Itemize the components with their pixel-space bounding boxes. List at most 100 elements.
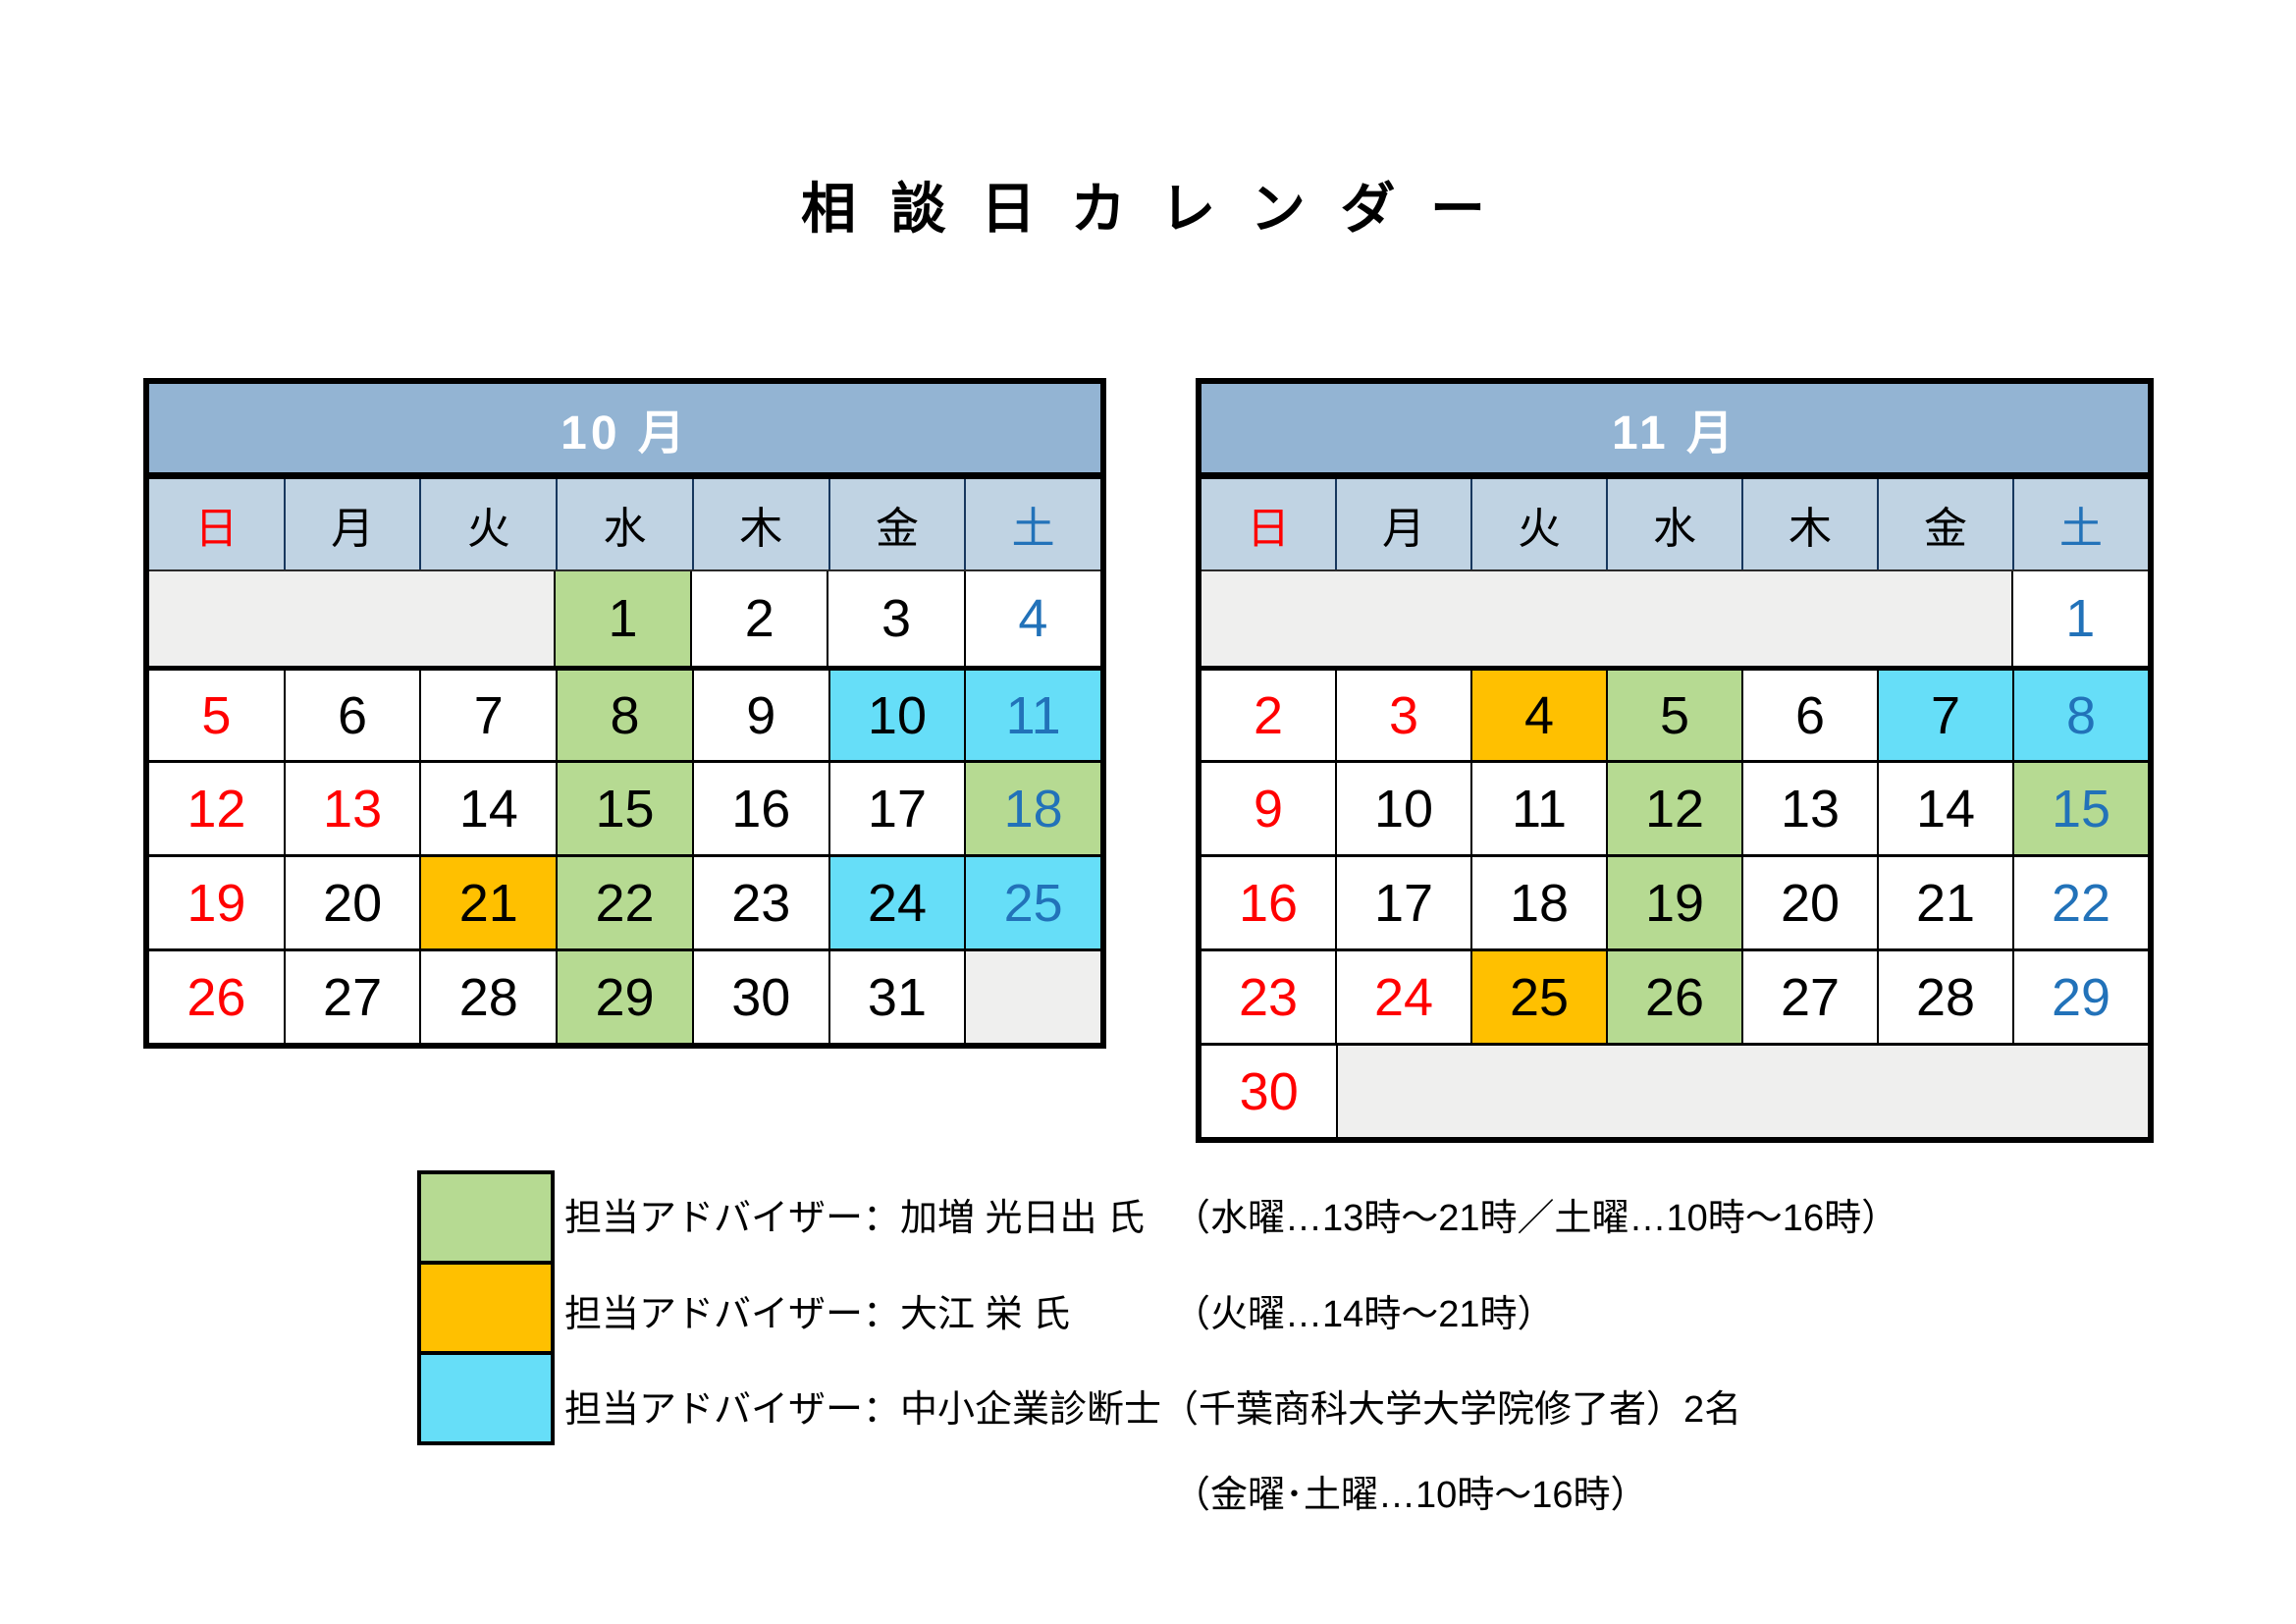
day-cell-november-2: 2 <box>1201 671 1335 760</box>
weekday-tue: 火 <box>1470 479 1606 569</box>
day-cell-november-13: 13 <box>1741 763 1877 854</box>
day-cell-november-11: 11 <box>1470 763 1606 854</box>
november-week-4: 16 17 18 19 20 21 22 <box>1201 854 2148 948</box>
day-cell-october-27: 27 <box>283 951 420 1043</box>
day-cell-october-17: 17 <box>828 763 965 854</box>
day-cell-october-28: 28 <box>419 951 557 1043</box>
legend-swatch-orange <box>417 1261 555 1355</box>
weekday-fri: 金 <box>1877 479 2012 569</box>
calendar-october: 10 月日月火水木金土 1 2 3 4 5 6 7 8 9 10 11 12 13 14 15 16 17 18 19… <box>143 378 1106 1049</box>
empty-day-span <box>964 951 1101 1043</box>
day-cell-october-25: 25 <box>964 857 1101 948</box>
empty-day-span <box>1201 571 2011 666</box>
day-cell-october-10: 10 <box>828 671 965 760</box>
legend-note-hours: （金曜･土曜…10時～16時） <box>1173 1474 1648 1516</box>
day-cell-october-26: 26 <box>149 951 284 1043</box>
day-cell-november-17: 17 <box>1335 857 1470 948</box>
november-grid: 1 2 3 4 5 6 7 8 9 10 11 12 13 14 15 16 17 18 19 20 21 22 23 24 2… <box>1201 571 2148 1137</box>
day-cell-november-18: 18 <box>1470 857 1606 948</box>
day-cell-november-29: 29 <box>2012 951 2148 1043</box>
weekday-sun: 日 <box>1247 505 1290 553</box>
legend-note-green: （水曜…13時～21時／土曜…10時～16時） <box>1173 1197 1899 1239</box>
weekday-mon: 月 <box>1335 479 1470 569</box>
day-cell-october-24: 24 <box>828 857 965 948</box>
day-cell-november-26: 26 <box>1606 951 1741 1043</box>
day-cell-october-16: 16 <box>691 763 828 854</box>
day-cell-november-8: 8 <box>2012 671 2148 760</box>
day-cell-october-29: 29 <box>556 951 692 1043</box>
november-week-1: 1 <box>1201 571 2148 666</box>
legend-swatches <box>417 1170 555 1445</box>
day-cell-november-21: 21 <box>1877 857 2012 948</box>
weekday-sun: 日 <box>194 505 239 553</box>
legend-swatch-cyan <box>417 1351 555 1445</box>
day-cell-october-5: 5 <box>149 671 284 760</box>
day-cell-november-19: 19 <box>1606 857 1741 948</box>
day-cell-october-1: 1 <box>553 571 691 666</box>
day-cell-october-23: 23 <box>691 857 828 948</box>
october-week-5: 26 27 28 29 30 31 <box>149 948 1101 1043</box>
legend-note-cyan: （千葉商科大学大学院修了者）2名 <box>1161 1388 1742 1431</box>
calendar-november: 11 月日月火水木金土 1 2 3 4 5 6 7 8 9 10 11 12 13 14 15 16 17 18 19… <box>1196 378 2154 1143</box>
day-cell-november-3: 3 <box>1335 671 1470 760</box>
day-cell-november-5: 5 <box>1606 671 1741 760</box>
empty-day-span <box>149 571 554 666</box>
october-month-title: 10 月 <box>149 384 1100 479</box>
october-grid: 1 2 3 4 5 6 7 8 9 10 11 12 13 14 1 5 16 17 18 19 20 21 22 23 24 2… <box>149 571 1101 1043</box>
october-weekday-row: 日月火水木金土 <box>149 479 1100 571</box>
day-cell-november-6: 6 <box>1741 671 1877 760</box>
day-cell-november-27: 27 <box>1741 951 1877 1043</box>
day-cell-october-7: 7 <box>419 671 557 760</box>
day-cell-october-30: 30 <box>691 951 828 1043</box>
legend-label-cyan: 担当アドバイザー：中小企業診断士 <box>564 1388 1162 1431</box>
november-week-3: 9 10 11 12 13 14 15 <box>1201 760 2148 854</box>
day-cell-october-6: 6 <box>283 671 420 760</box>
day-cell-october-12: 12 <box>149 763 284 854</box>
day-cell-october-3: 3 <box>827 571 964 666</box>
empty-day-span <box>1336 1046 2148 1137</box>
day-cell-november-25: 25 <box>1470 951 1606 1043</box>
day-cell-october-21: 21 <box>419 857 557 948</box>
day-cell-november-4: 4 <box>1470 671 1606 760</box>
october-week-2: 5 6 7 8 9 10 11 <box>149 666 1101 760</box>
october-week-4: 19 20 21 22 23 24 25 <box>149 854 1101 948</box>
day-cell-november-20: 20 <box>1741 857 1877 948</box>
legend-label-green: 担当アドバイザー：加増 光日出 氏 <box>564 1197 1146 1239</box>
day-cell-november-30: 30 <box>1201 1046 1337 1137</box>
day-cell-november-24: 24 <box>1335 951 1470 1043</box>
day-cell-november-23: 23 <box>1201 951 1335 1043</box>
day-cell-october-2: 2 <box>690 571 828 666</box>
day-cell-october-13: 13 <box>283 763 420 854</box>
day-cell-november-15: 15 <box>2012 763 2148 854</box>
weekday-fri: 金 <box>828 479 965 569</box>
day-cell-november-12: 12 <box>1606 763 1741 854</box>
november-week-5: 23 24 25 26 27 28 29 <box>1201 948 2148 1043</box>
weekday-sat: 土 <box>2012 479 2148 569</box>
legend-row-orange: 担当アドバイザー：大江 栄 氏 （火曜…14時～21時） <box>564 1282 1555 1337</box>
day-cell-november-14: 14 <box>1877 763 2012 854</box>
legend-swatch-green <box>417 1170 555 1265</box>
page-title: 相 談 日 カ レ ン ダ ー <box>801 178 1495 240</box>
day-cell-october-31: 31 <box>828 951 965 1043</box>
day-cell-october-19: 19 <box>149 857 284 948</box>
day-cell-october-9: 9 <box>691 671 828 760</box>
day-cell-november-10: 10 <box>1335 763 1470 854</box>
day-cell-october-18: 18 <box>964 763 1101 854</box>
november-week-6: 30 <box>1201 1043 2148 1137</box>
weekday-thu: 木 <box>691 479 828 569</box>
weekday-wed: 水 <box>1606 479 1741 569</box>
day-cell-november-7: 7 <box>1877 671 2012 760</box>
day-cell-november-1: 1 <box>2010 571 2148 666</box>
legend-row-green: 担当アドバイザー：加増 光日出 氏 （水曜…13時～21時／土曜…10時～16時… <box>564 1186 1898 1241</box>
day-cell-october-11: 11 <box>964 671 1101 760</box>
day-cell-october-4: 4 <box>963 571 1100 666</box>
november-weekday-row: 日月火水木金土 <box>1201 479 2148 571</box>
day-cell-october-14: 14 <box>419 763 557 854</box>
day-cell-november-22: 22 <box>2012 857 2148 948</box>
legend-note-orange: （火曜…14時～21時） <box>1173 1293 1555 1335</box>
weekday-thu: 木 <box>1741 479 1877 569</box>
day-cell-november-9: 9 <box>1201 763 1335 854</box>
